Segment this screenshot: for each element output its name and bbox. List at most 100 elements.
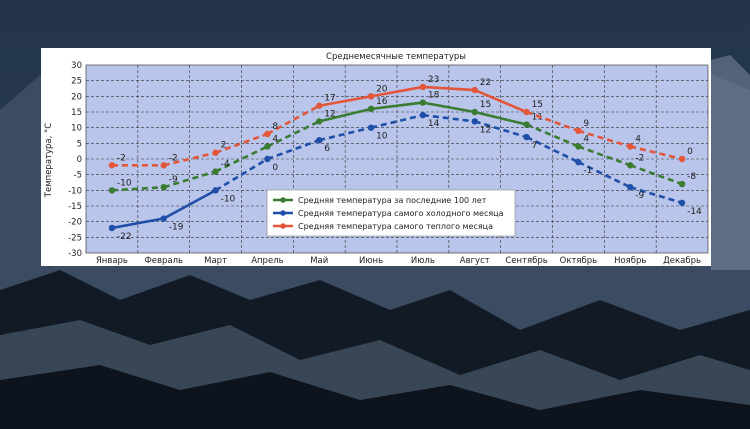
data-label: -22 [117,232,132,242]
data-label: 8 [272,122,278,132]
series-segment [629,185,683,205]
series-segment [422,85,475,92]
chart-title: Среднемесячные температуры [326,52,466,62]
data-point [627,184,634,191]
data-label: 22 [480,78,491,88]
data-label: 10 [376,132,388,142]
series-layer: -10 -9-4412161815114-2-8-22-19-1006101412… [108,75,702,242]
y-tick-label: -5 [74,171,82,181]
data-point [523,133,530,141]
data-label: 2 [221,141,227,151]
data-point [160,162,167,169]
legend-marker [280,223,286,229]
data-point [264,143,271,150]
series-segment [318,107,372,123]
data-point [108,224,116,232]
data-point [108,187,116,194]
data-point [316,118,323,125]
y-tick-label: -15 [68,202,82,212]
series-segment [629,164,683,186]
data-label: -9 [169,175,178,185]
data-point [678,155,686,163]
data-point [678,199,686,207]
data-point [627,143,634,150]
data-label: -10 [117,178,132,188]
data-point [471,108,478,116]
x-tick-label: Апрель [251,256,283,266]
series-segment [578,129,631,148]
data-label: -9 [635,191,644,201]
y-tick-label: -10 [68,186,82,196]
series-segment [526,110,579,133]
x-tick-label: Август [460,256,490,266]
data-label: 14 [428,119,440,129]
series-segment [163,151,216,167]
data-point [678,180,686,188]
temperature-chart: Среднемесячные температуры -30-25-20-15-… [44,52,709,266]
data-point [212,168,219,175]
data-point [160,184,167,191]
data-point [367,93,375,100]
series-segment [266,138,320,161]
data-point [471,86,478,94]
data-label: 4 [635,134,641,144]
series-segment [370,85,424,98]
data-point [316,137,323,144]
data-label: 23 [428,75,439,85]
data-label: 12 [324,109,335,119]
x-tick-label: Декабрь [663,256,701,266]
series-segment [474,120,527,139]
data-label: 11 [532,113,543,123]
data-point [367,124,375,131]
data-point [419,99,427,106]
legend-marker [280,210,286,216]
series-segment [163,170,216,189]
data-label: -14 [687,207,702,217]
data-label: -19 [169,223,184,233]
y-axis: -30 -25 -20 -15 -10 -5 0 5 10 15 20 25 30 [68,61,82,259]
data-label: 12 [480,125,491,135]
data-point [575,127,582,134]
y-tick-label: 25 [71,77,82,87]
x-tick-label: Июль [411,256,435,266]
data-label: 4 [583,134,589,144]
legend-label: Средняя температура самого теплого месяц… [298,222,493,231]
data-point [523,108,530,116]
series-segment [474,88,528,114]
data-point [575,143,582,150]
data-point [108,162,116,169]
data-label: 17 [324,94,335,104]
series-segment [111,185,164,192]
y-tick-label: -30 [68,249,82,259]
data-point [367,105,375,113]
series-segment [474,110,527,126]
data-point [212,187,219,194]
data-label: -2 [117,153,126,163]
data-label: -8 [687,172,696,182]
data-label: 18 [428,91,440,101]
x-tick-label: Сентябрь [505,256,547,266]
data-label: 16 [376,97,388,107]
legend-marker [280,197,286,203]
data-point [627,162,634,169]
data-label: 6 [324,144,330,154]
chart-panel: Среднемесячные температуры -30 -25 -20 -15-… [41,48,711,266]
series-segment [629,145,683,161]
x-tick-label: Июнь [359,256,383,266]
y-tick-label: -20 [68,218,82,228]
x-tick-label: Март [204,256,227,266]
legend-label: Средняя температура самого холодного мес… [298,209,504,218]
data-point [575,158,582,166]
data-label: 20 [376,84,388,94]
series-segment [370,101,424,111]
y-tick-label: 15 [71,108,82,118]
data-label: -2 [635,153,644,163]
data-label: 15 [480,100,491,110]
x-tick-label: Февраль [144,256,183,266]
series-segment [577,145,631,167]
data-label: -10 [221,194,236,204]
series-segment [214,157,269,192]
data-point [264,155,271,163]
